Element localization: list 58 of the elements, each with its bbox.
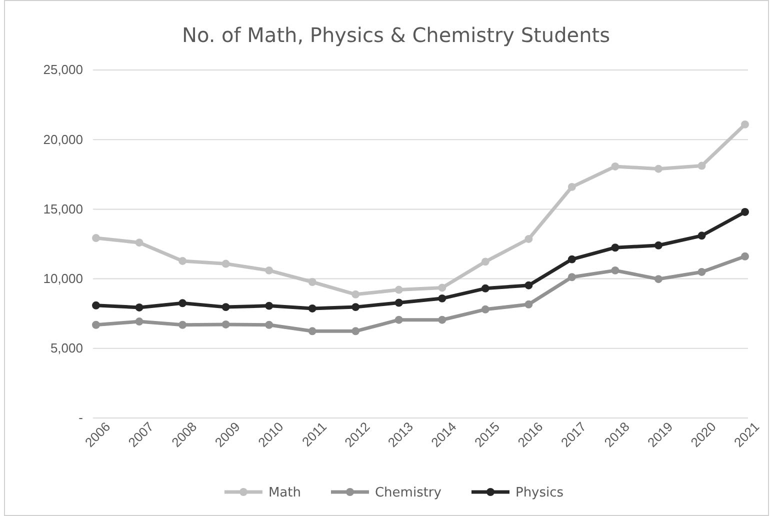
point <box>698 232 706 240</box>
point <box>222 303 230 312</box>
point <box>222 260 230 268</box>
point <box>438 316 446 324</box>
point <box>611 266 620 274</box>
point <box>741 120 749 128</box>
y-tick-label: 5,000 <box>50 340 83 356</box>
point <box>438 294 446 302</box>
point <box>741 208 749 216</box>
point <box>265 302 274 310</box>
point <box>222 320 230 328</box>
point <box>135 303 144 312</box>
point <box>394 286 403 294</box>
point <box>352 303 360 312</box>
point <box>741 252 749 260</box>
point <box>568 182 576 191</box>
point <box>481 284 490 292</box>
point <box>135 238 144 247</box>
y-tick-label: 20,000 <box>43 132 83 147</box>
y-tick-label: 15,000 <box>43 201 83 216</box>
point <box>654 275 662 284</box>
y-tick-label: 25,000 <box>43 62 83 78</box>
point <box>308 327 316 336</box>
point <box>698 268 706 276</box>
point <box>524 235 533 243</box>
y-tick-label: - <box>78 410 83 426</box>
chart-title: No. of Math, Physics & Chemistry Students <box>182 23 610 47</box>
legend-label: Physics <box>515 486 564 501</box>
point <box>178 257 187 265</box>
point <box>394 316 403 324</box>
point <box>524 300 533 308</box>
point <box>394 298 403 307</box>
point <box>308 304 316 312</box>
point <box>568 273 576 282</box>
point <box>265 266 274 274</box>
point <box>654 241 662 250</box>
point <box>308 278 316 286</box>
point <box>481 258 490 266</box>
point <box>438 284 446 292</box>
legend-label: Chemistry <box>374 486 442 501</box>
point <box>654 164 662 173</box>
point <box>568 255 576 264</box>
point <box>178 299 187 308</box>
point <box>92 234 100 242</box>
point <box>611 244 620 252</box>
point <box>178 320 187 329</box>
point <box>524 281 533 290</box>
point <box>352 327 360 336</box>
point <box>92 320 100 329</box>
point <box>92 301 100 310</box>
point <box>352 290 360 298</box>
point <box>135 318 144 326</box>
legend-label: Math <box>268 486 301 501</box>
point <box>265 320 274 329</box>
point <box>698 162 706 170</box>
point <box>481 305 490 314</box>
y-tick-label: 10,000 <box>43 270 83 286</box>
point <box>611 162 620 170</box>
